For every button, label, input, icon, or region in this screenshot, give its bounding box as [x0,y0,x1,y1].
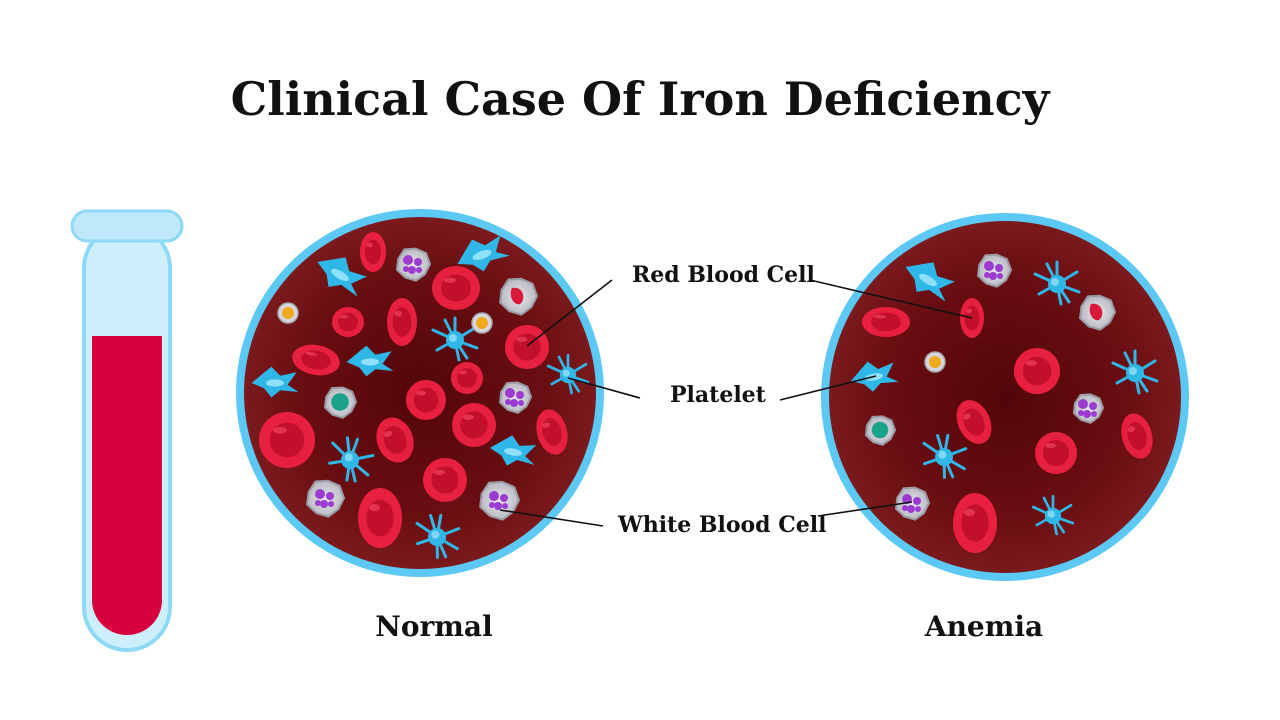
red-blood-cell [1014,348,1060,394]
platelet [328,436,375,483]
platelet [431,316,479,362]
granule-cell [471,312,493,334]
red-blood-cell [358,488,402,548]
normal-blood-sample [236,209,604,577]
white-blood-cell [1079,294,1117,331]
granule-cell [277,302,299,324]
white-blood-cell [894,486,931,521]
red-blood-cell [1035,432,1077,474]
white-blood-cell [498,381,533,414]
red-blood-cell [332,307,364,337]
anemia-blood-sample [821,213,1189,581]
red-blood-cell [956,400,992,444]
label-platelet: Platelet [670,382,766,408]
white-blood-cell [306,479,346,518]
red-blood-cell [862,307,910,337]
red-blood-cell [259,412,315,468]
red-blood-cell [423,458,467,502]
platelet [415,513,461,559]
label-red-blood-cell: Red Blood Cell [632,262,815,288]
test-tube-icon [70,209,184,652]
granule-cell [924,351,946,373]
white-blood-cell [976,253,1013,288]
red-blood-cell [292,344,340,376]
label-white-blood-cell: White Blood Cell [618,512,827,538]
platelet [922,433,968,479]
platelet [1031,494,1075,536]
caption-normal: Normal [375,610,493,643]
red-blood-cell [451,362,483,394]
platelet [251,366,299,398]
red-blood-cell [953,493,997,553]
platelet [317,257,367,297]
white-blood-cell [479,480,521,521]
red-blood-cell [432,266,480,310]
platelet [346,345,394,377]
white-blood-cell [864,415,897,446]
white-blood-cell [499,277,539,316]
red-blood-cell [387,298,417,346]
red-blood-cell [1121,413,1153,459]
label-leader-lines [499,279,973,527]
platelet [457,235,510,272]
platelet [489,435,537,466]
caption-anemia: Anemia [924,610,1044,643]
white-blood-cell [323,386,358,419]
white-blood-cell [1072,393,1105,424]
platelet [1033,260,1081,306]
slide-title: Clinical Case Of Iron Deficiency [230,72,1050,126]
platelet [905,262,955,302]
red-blood-cell [376,417,414,463]
red-blood-cell [536,409,568,455]
red-blood-cell [406,380,446,420]
red-blood-cell [452,403,496,447]
white-blood-cell [395,247,432,282]
red-blood-cell [360,232,386,272]
platelet [1111,349,1159,395]
red-blood-cell [505,325,549,369]
